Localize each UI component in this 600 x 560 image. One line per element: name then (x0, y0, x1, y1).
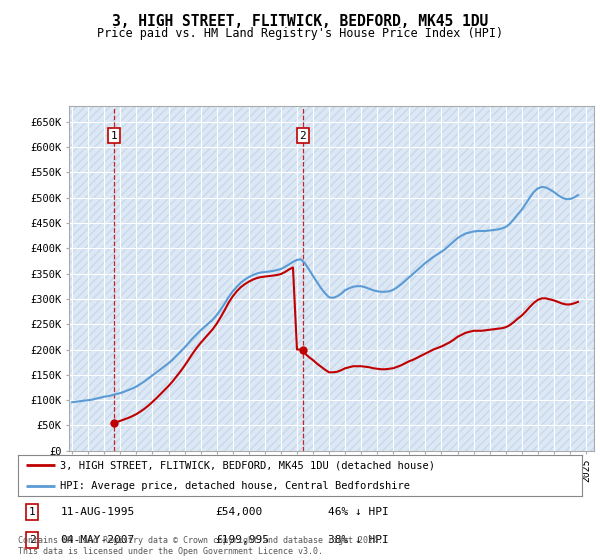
Text: 11-AUG-1995: 11-AUG-1995 (60, 507, 134, 517)
Text: 2: 2 (29, 535, 35, 545)
Text: 46% ↓ HPI: 46% ↓ HPI (328, 507, 389, 517)
Text: HPI: Average price, detached house, Central Bedfordshire: HPI: Average price, detached house, Cent… (60, 480, 410, 491)
Text: 38% ↓ HPI: 38% ↓ HPI (328, 535, 389, 545)
Text: £54,000: £54,000 (215, 507, 263, 517)
Text: 2: 2 (299, 130, 306, 141)
Text: Price paid vs. HM Land Registry's House Price Index (HPI): Price paid vs. HM Land Registry's House … (97, 27, 503, 40)
Text: 3, HIGH STREET, FLITWICK, BEDFORD, MK45 1DU (detached house): 3, HIGH STREET, FLITWICK, BEDFORD, MK45 … (60, 460, 436, 470)
Text: 04-MAY-2007: 04-MAY-2007 (60, 535, 134, 545)
Text: 3, HIGH STREET, FLITWICK, BEDFORD, MK45 1DU: 3, HIGH STREET, FLITWICK, BEDFORD, MK45 … (112, 14, 488, 29)
Text: 1: 1 (29, 507, 35, 517)
Text: Contains HM Land Registry data © Crown copyright and database right 2024.
This d: Contains HM Land Registry data © Crown c… (18, 536, 383, 556)
Text: £199,995: £199,995 (215, 535, 269, 545)
Text: 1: 1 (111, 130, 118, 141)
